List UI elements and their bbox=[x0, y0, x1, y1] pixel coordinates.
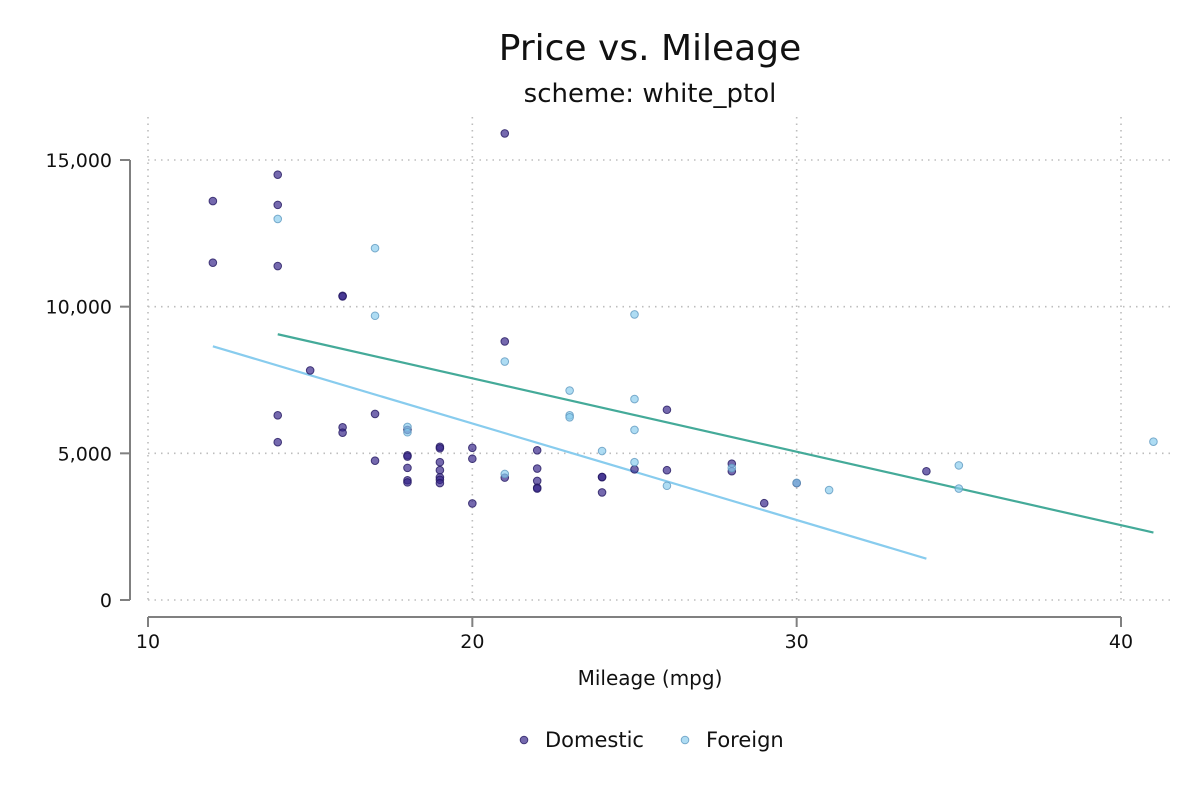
point-domestic bbox=[403, 478, 412, 487]
point-domestic bbox=[305, 366, 315, 375]
point-domestic bbox=[273, 200, 283, 210]
point-domestic bbox=[532, 464, 542, 473]
point-domestic bbox=[532, 445, 542, 455]
x-tick-label: 10 bbox=[136, 631, 160, 653]
legend-marker-domestic bbox=[519, 735, 529, 745]
point-foreign bbox=[273, 214, 283, 224]
point-domestic bbox=[435, 465, 445, 475]
x-tick-label: 20 bbox=[460, 631, 484, 653]
point-domestic bbox=[338, 428, 347, 437]
x-axis-title: Mileage (mpg) bbox=[578, 666, 723, 690]
point-foreign bbox=[565, 412, 574, 422]
point-domestic bbox=[273, 437, 283, 447]
y-tick-label: 10,000 bbox=[46, 297, 112, 319]
point-foreign bbox=[500, 469, 510, 479]
axes: 0 5,000 10,000 15,000 10 20 30 40 bbox=[46, 150, 1134, 653]
point-domestic bbox=[500, 129, 510, 138]
chart-title: Price vs. Mileage bbox=[499, 28, 801, 69]
chart-subtitle: scheme: white_ptol bbox=[524, 79, 777, 109]
fit-line-domestic bbox=[212, 345, 927, 560]
point-foreign bbox=[1149, 437, 1158, 446]
legend-label-domestic: Domestic bbox=[545, 728, 644, 752]
point-foreign bbox=[792, 478, 801, 488]
y-tick-label: 5,000 bbox=[58, 443, 112, 465]
point-foreign bbox=[597, 446, 607, 456]
legend-marker-foreign bbox=[680, 735, 690, 745]
point-domestic bbox=[208, 196, 218, 206]
point-domestic bbox=[532, 484, 542, 493]
point-foreign bbox=[370, 243, 380, 253]
point-domestic bbox=[403, 463, 412, 473]
point-domestic bbox=[208, 258, 218, 267]
point-foreign bbox=[727, 463, 737, 473]
y-tick-label: 0 bbox=[100, 590, 112, 612]
point-domestic bbox=[597, 488, 607, 497]
point-domestic bbox=[662, 465, 672, 475]
point-domestic bbox=[759, 498, 769, 508]
x-tick-label: 40 bbox=[1109, 631, 1133, 653]
point-foreign bbox=[630, 310, 639, 319]
point-domestic bbox=[662, 405, 672, 415]
gridlines bbox=[147, 117, 1170, 601]
point-foreign bbox=[630, 394, 639, 404]
point-domestic bbox=[273, 411, 283, 420]
point-foreign bbox=[403, 427, 412, 437]
point-domestic bbox=[468, 443, 477, 453]
point-domestic bbox=[273, 261, 283, 271]
fit-lines bbox=[212, 333, 1154, 560]
point-domestic bbox=[370, 456, 380, 465]
point-domestic bbox=[468, 454, 477, 464]
data-points bbox=[208, 129, 1158, 508]
point-foreign bbox=[954, 461, 964, 470]
x-tick-label: 30 bbox=[785, 631, 809, 653]
fit-line-foreign bbox=[277, 333, 1154, 534]
point-domestic bbox=[338, 292, 347, 301]
point-foreign bbox=[630, 457, 639, 467]
point-foreign bbox=[565, 386, 574, 395]
point-domestic bbox=[435, 478, 445, 488]
point-foreign bbox=[824, 485, 834, 495]
point-domestic bbox=[500, 337, 510, 346]
y-tick-label: 15,000 bbox=[46, 150, 112, 172]
point-domestic bbox=[435, 457, 445, 467]
point-foreign bbox=[954, 484, 964, 493]
point-domestic bbox=[468, 499, 477, 508]
legend: Domestic Foreign bbox=[519, 728, 784, 752]
point-domestic bbox=[630, 465, 639, 474]
point-foreign bbox=[630, 425, 639, 435]
point-domestic bbox=[597, 472, 607, 482]
point-foreign bbox=[370, 311, 380, 321]
point-domestic bbox=[922, 466, 931, 476]
point-domestic bbox=[273, 170, 283, 179]
point-domestic bbox=[403, 452, 412, 461]
point-domestic bbox=[370, 409, 380, 419]
point-domestic bbox=[435, 443, 445, 453]
point-foreign bbox=[500, 357, 510, 366]
point-foreign bbox=[662, 481, 672, 491]
legend-label-foreign: Foreign bbox=[706, 728, 784, 752]
